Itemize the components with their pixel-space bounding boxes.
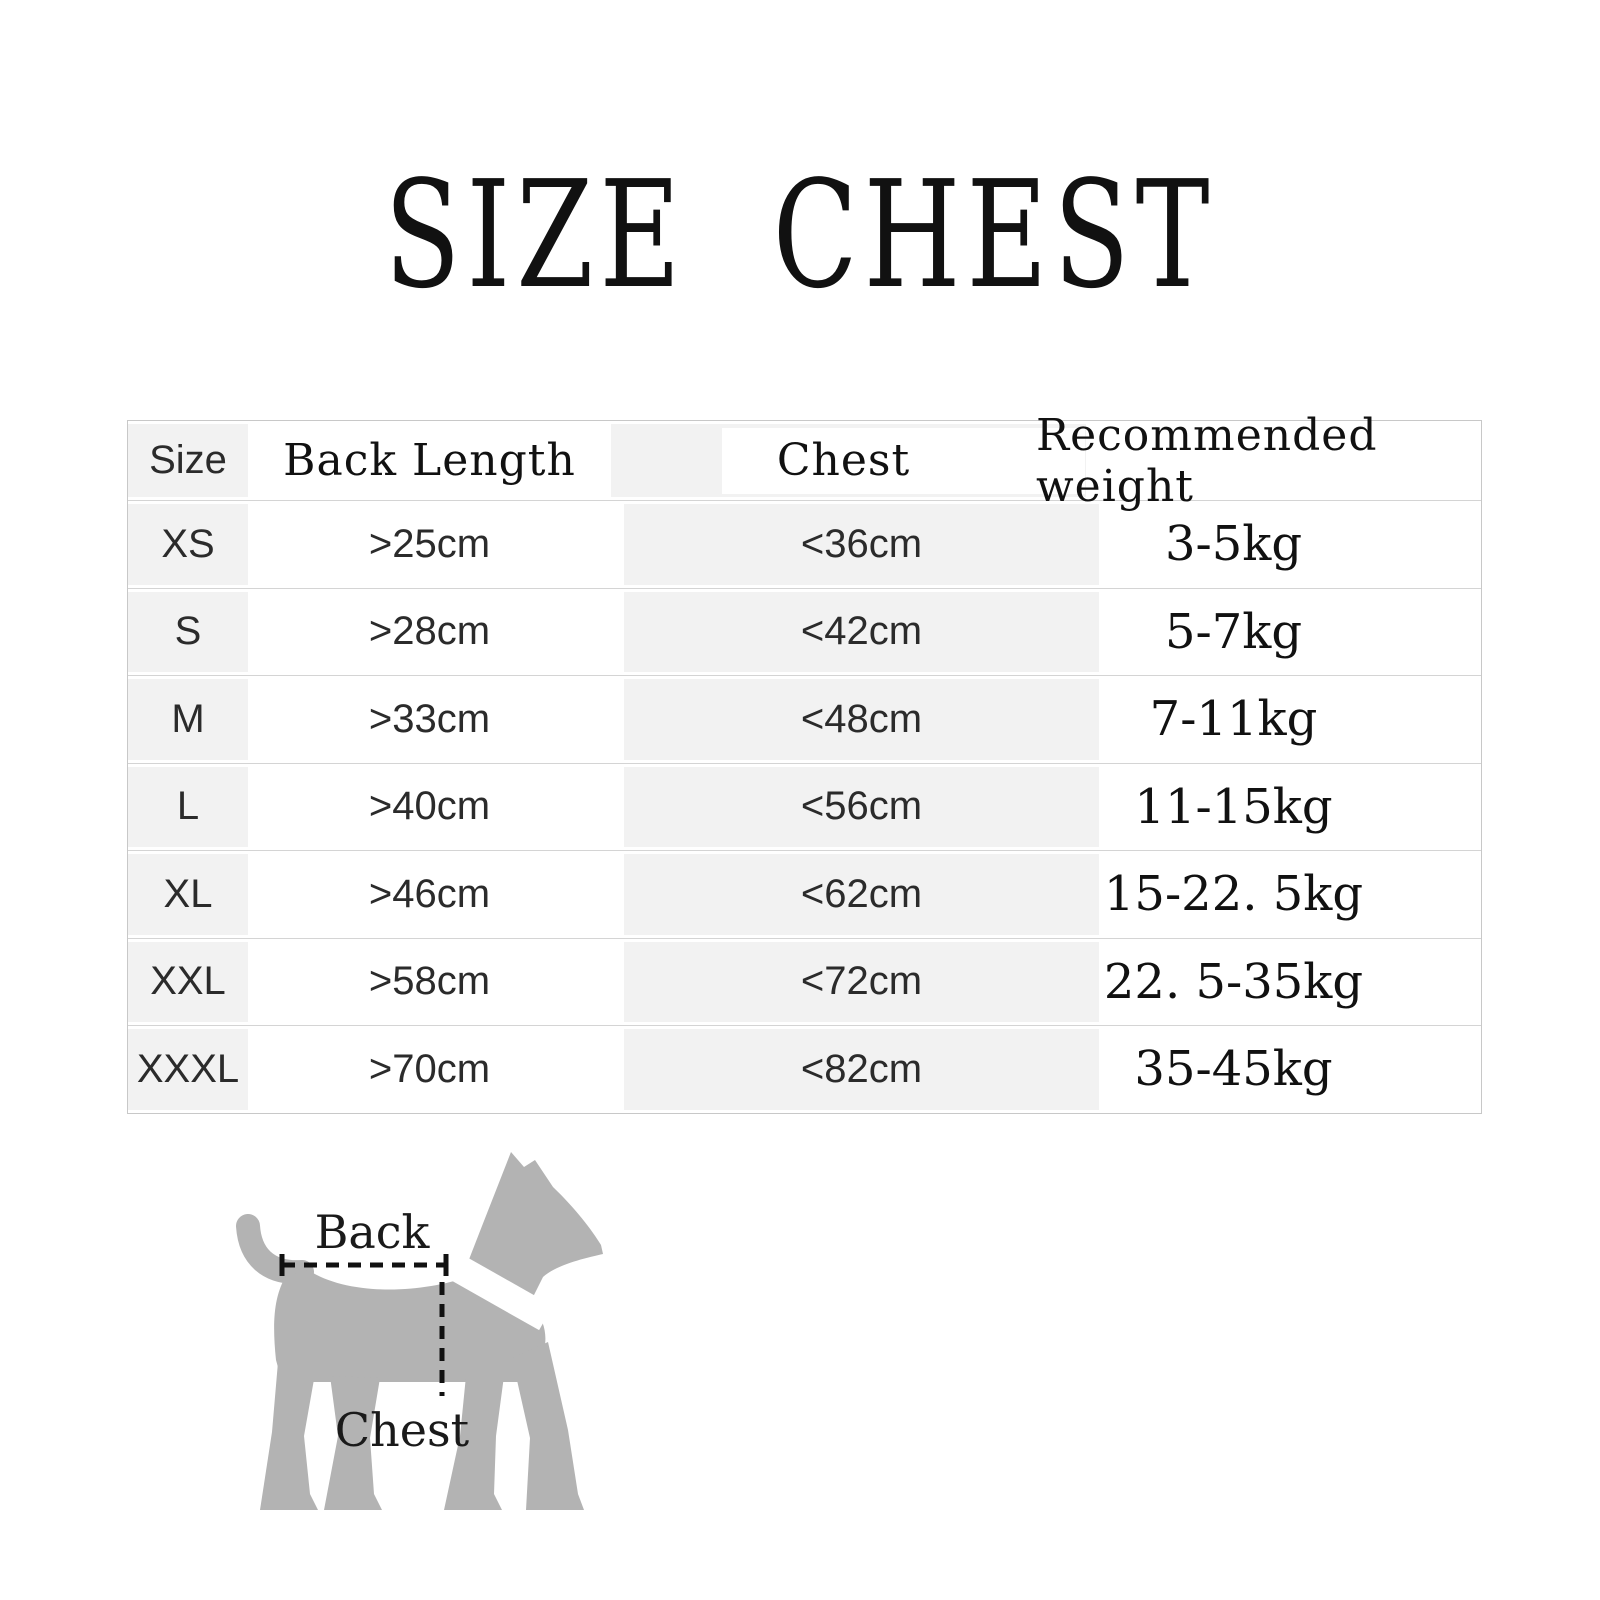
size-cell: XXL (128, 939, 248, 1026)
weight-cell: 22. 5-35kg (1103, 953, 1364, 1010)
chest-cell: <72cm (624, 939, 1099, 1026)
table-row: XL >46cm <62cm 15-22. 5kg (128, 851, 1481, 939)
back-length-cell: >70cm (368, 1046, 491, 1091)
table-row: M >33cm <48cm 7-11kg (128, 676, 1481, 764)
weight-cell: 3-5kg (1164, 516, 1303, 573)
col-header-size: Size (128, 421, 248, 500)
weight-cell: 11-15kg (1134, 778, 1333, 835)
chest-cell: <62cm (624, 851, 1099, 938)
back-length-cell: >25cm (368, 521, 491, 566)
page-title: SIZE CHEST (384, 149, 1216, 321)
chest-cell: <42cm (624, 589, 1099, 676)
dog-rear-leg (260, 1362, 318, 1510)
back-length-cell: >40cm (368, 784, 491, 829)
size-table: Size Back Length Chest Recommended weigh… (127, 409, 1482, 1114)
dog-front-leg (444, 1376, 504, 1510)
table-row: S >28cm <42cm 5-7kg (128, 589, 1481, 676)
dog-body (274, 1270, 546, 1382)
dog-tail (236, 1214, 314, 1285)
col-header-recommended-weight: Recommended weight (1036, 409, 1378, 512)
table-header-row: Size Back Length Chest Recommended weigh… (128, 409, 1481, 512)
chest-label: Chest (335, 1403, 470, 1457)
table-row: XXXL >70cm <82cm 35-45kg (128, 1026, 1481, 1113)
size-cell: L (128, 764, 248, 851)
back-length-cell: >46cm (368, 871, 491, 916)
dog-silhouette (236, 1152, 603, 1510)
size-cell: XXXL (128, 1026, 248, 1113)
size-cell: S (128, 589, 248, 676)
chest-cell: <82cm (624, 1026, 1099, 1113)
chest-cell: <36cm (624, 501, 1099, 588)
table-row: XXL >58cm <72cm 22. 5-35kg (128, 939, 1481, 1026)
chest-header-highlight: Chest (721, 427, 1086, 494)
weight-cell: 7-11kg (1149, 691, 1318, 748)
size-cell: XL (128, 851, 248, 938)
back-length-cell: >58cm (368, 959, 491, 1004)
back-length-cell: >28cm (368, 609, 491, 654)
table-row: L >40cm <56cm 11-15kg (128, 764, 1481, 851)
chest-cell: <56cm (624, 764, 1099, 851)
chest-cell: <48cm (624, 676, 1099, 763)
dog-rear-leg (324, 1376, 382, 1510)
harness-band (433, 1245, 553, 1331)
size-cell: M (128, 676, 248, 763)
weight-cell: 35-45kg (1134, 1041, 1333, 1098)
back-label: Back (315, 1205, 431, 1259)
table-row: XS >25cm <36cm 3-5kg (128, 501, 1481, 589)
back-length-cell: >33cm (368, 696, 491, 741)
dog-front-leg (512, 1342, 584, 1510)
weight-cell: 15-22. 5kg (1103, 866, 1364, 923)
col-header-chest: Chest (611, 421, 1086, 500)
col-header-back-length: Back Length (283, 435, 576, 486)
dog-head (468, 1152, 603, 1303)
weight-cell: 5-7kg (1164, 603, 1303, 660)
dog-measurement-diagram: Back Chest (236, 1152, 603, 1510)
size-cell: XS (128, 501, 248, 588)
